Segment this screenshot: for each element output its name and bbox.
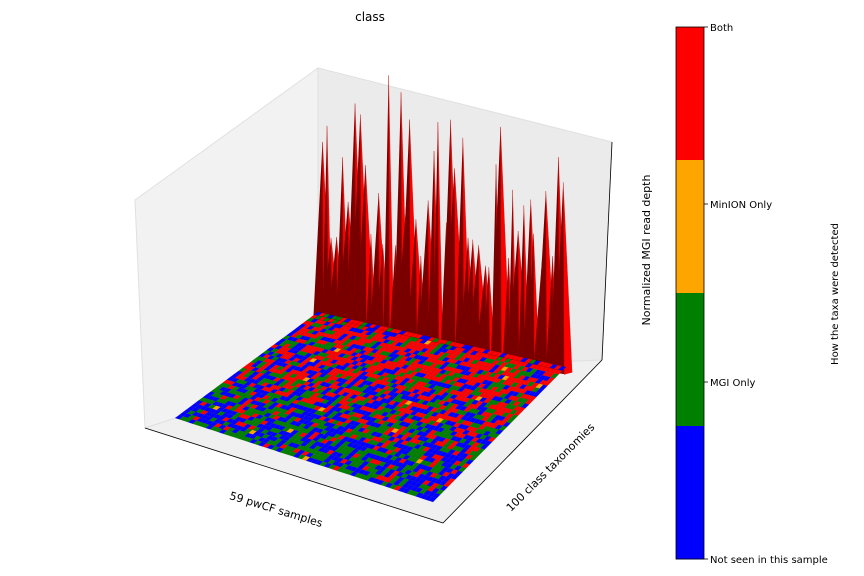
x-axis-label: 59 pwCF samples [228, 489, 325, 530]
grid-cell [435, 489, 445, 495]
depth-peak-shadow [468, 245, 481, 356]
colorbar-label-mgi-only: MGI Only [710, 378, 755, 389]
depth-peak [563, 182, 573, 375]
grid-cell [461, 463, 471, 469]
grid-cell [557, 365, 567, 371]
colorbar-label-both: Both [710, 23, 733, 34]
depth-peak-shadow [427, 150, 436, 346]
grid-cell [454, 470, 463, 476]
depth-peak-shadow [443, 168, 457, 351]
colorbar-label-minion-only: MinION Only [710, 200, 772, 211]
colorbar-title: How the taxa were detected [830, 223, 841, 365]
colorbar: Both MinION Only MGI Only Not seen in th… [675, 23, 841, 566]
grid-cell [535, 388, 545, 394]
depth-peak-shadow [455, 137, 465, 353]
colorbar-label-not-seen: Not seen in this sample [710, 555, 828, 566]
grid-cell [428, 496, 437, 503]
depth-peak-shadow [482, 267, 491, 358]
grid-cell [546, 377, 556, 383]
grid-cell [528, 395, 537, 401]
colorbar-segment-0 [676, 426, 704, 560]
depth-peak-shadow [400, 119, 412, 341]
depth-peak-shadow [507, 231, 521, 365]
grid-cell [543, 380, 552, 386]
depth-peak-shadow [535, 191, 548, 371]
depth-peak-shadow [313, 141, 325, 321]
grid-cell [443, 481, 452, 488]
detection-grid [174, 311, 567, 503]
depth-peak-shadow [527, 233, 536, 368]
depth-peak-shadow [502, 258, 511, 363]
grid-cell [491, 433, 500, 439]
colorbar-segment-1 [676, 293, 704, 427]
chart-title: class [355, 10, 385, 24]
grid-cell [550, 373, 559, 379]
grid-cell [520, 403, 530, 409]
depth-peak-shadow [327, 237, 339, 325]
grid-cell [539, 384, 548, 390]
x-axis-line [144, 427, 444, 524]
depth-peak-shadow [407, 219, 418, 342]
grid-cell [446, 478, 456, 484]
z-axis-line [601, 141, 613, 361]
depth-peak-shadow [375, 244, 385, 335]
y-axis-line [442, 359, 603, 524]
depth-peak-shadow [418, 200, 431, 345]
colorbar-segment-3 [676, 27, 704, 161]
colorbar-frame [675, 26, 705, 560]
grid-cell [531, 392, 541, 398]
depth-peak-shadow [554, 182, 566, 375]
grid-cell [439, 485, 449, 491]
z-axis-label: Normalized MGI read depth [640, 175, 653, 326]
depth-peak-shadow [356, 165, 368, 331]
depth-peak-shadow [370, 193, 381, 334]
grid-cell [554, 369, 563, 375]
colorbar-segment-2 [676, 160, 704, 294]
depth-peak-shadow [490, 126, 503, 361]
depth-peak-shadow [337, 201, 351, 327]
